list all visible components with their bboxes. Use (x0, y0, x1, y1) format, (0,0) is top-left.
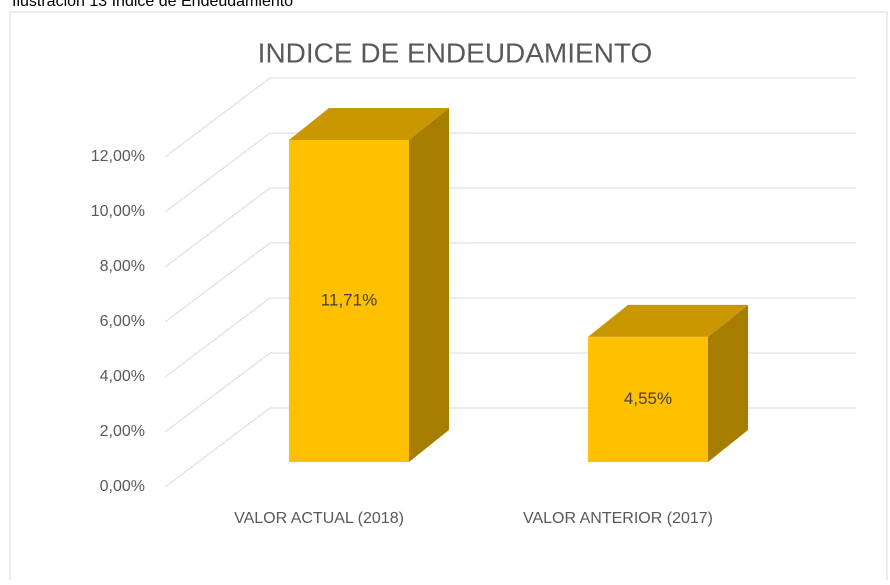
bar-side (708, 304, 748, 462)
data-label: 11,71% (321, 290, 377, 309)
grid-line (164, 297, 856, 378)
bar-top (289, 107, 449, 140)
y-tick-label: 6,00% (100, 313, 145, 330)
bar-side (409, 107, 449, 462)
y-tick-label: 4,00% (100, 368, 145, 385)
y-tick-label: 2,00% (100, 423, 145, 440)
chart-title: INDICE DE ENDEUDAMIENTO (258, 37, 653, 68)
y-tick-label: 10,00% (91, 203, 145, 220)
y-tick-label: 12,00% (91, 148, 145, 165)
x-tick-label: VALOR ANTERIOR (2017) (523, 510, 713, 527)
bar (588, 336, 708, 462)
data-label: 4,55% (624, 389, 672, 408)
grid-line (164, 132, 856, 213)
x-tick-label: VALOR ACTUAL (2018) (234, 510, 404, 527)
grid-line (164, 77, 856, 158)
y-tick-label: 8,00% (100, 258, 145, 275)
bar (289, 139, 409, 462)
grid-line (164, 187, 856, 268)
bar-top (588, 304, 748, 337)
caption: Ilustración 13 Indice de Endeudamiento (12, 0, 293, 10)
grid-line (164, 242, 856, 323)
y-tick-label: 0,00% (100, 478, 145, 495)
